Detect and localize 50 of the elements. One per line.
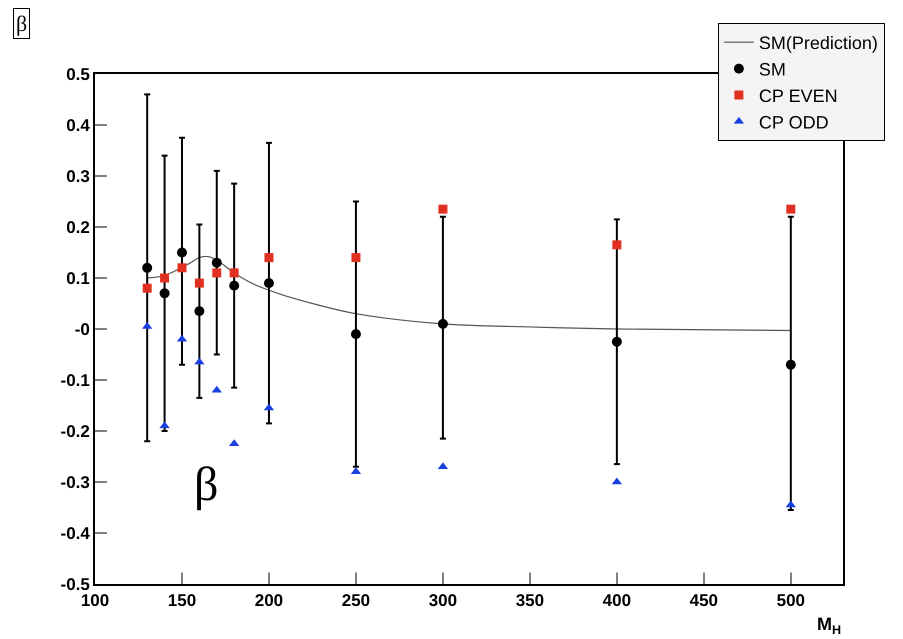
point xyxy=(177,263,186,272)
y-tick-label: -0.1 xyxy=(60,370,90,390)
point xyxy=(264,278,274,288)
point xyxy=(142,284,152,293)
legend-label: CP EVEN xyxy=(758,86,838,106)
x-tick-label: 400 xyxy=(602,591,632,610)
point xyxy=(142,262,152,273)
y-tick-label: 0.1 xyxy=(66,268,90,288)
point xyxy=(438,204,448,214)
x-axis-title: M$_{H}$ xyxy=(817,614,842,637)
y-tick-label: -0 xyxy=(74,320,90,339)
y-tick-label: -0.5 xyxy=(60,574,90,594)
x-tick-label: 150 xyxy=(168,591,196,610)
x-tick-label: 100 xyxy=(80,591,110,610)
line-series xyxy=(146,256,792,332)
point xyxy=(194,306,204,316)
point xyxy=(160,274,170,282)
point xyxy=(176,248,187,258)
point xyxy=(194,278,204,288)
y-tick-label: -0.3 xyxy=(60,472,90,492)
annotation: β xyxy=(194,458,218,511)
point xyxy=(612,336,622,347)
point xyxy=(786,204,796,214)
y-tick-label: 0.5 xyxy=(66,64,90,84)
point xyxy=(230,268,239,278)
point xyxy=(160,288,170,298)
x-tick-label: 250 xyxy=(342,591,370,610)
y-tick-label: -0.4 xyxy=(60,524,90,543)
y-tick-label: -0.2 xyxy=(60,422,90,441)
point xyxy=(212,258,222,268)
point xyxy=(264,253,274,262)
y-tick-label: 0.3 xyxy=(66,166,90,186)
x-tick-label: 500 xyxy=(776,591,805,610)
chart-title: β xyxy=(16,11,28,36)
point xyxy=(612,240,622,250)
legend-label: CP ODD xyxy=(758,112,829,132)
point xyxy=(212,268,222,278)
x-tick-label: 300 xyxy=(428,591,458,610)
y-tick-label: 0.4 xyxy=(66,116,90,135)
x-tick-label: 450 xyxy=(690,591,718,610)
point xyxy=(350,329,361,340)
point xyxy=(229,280,240,291)
x-tick-label: 350 xyxy=(516,591,544,610)
point xyxy=(351,253,360,262)
legend-label: SM(Prediction) xyxy=(758,33,878,54)
legend-label: SM xyxy=(758,60,786,80)
x-tick-label: 200 xyxy=(254,591,284,610)
point xyxy=(786,360,796,370)
point xyxy=(438,318,448,329)
y-tick-label: 0.2 xyxy=(66,218,90,237)
